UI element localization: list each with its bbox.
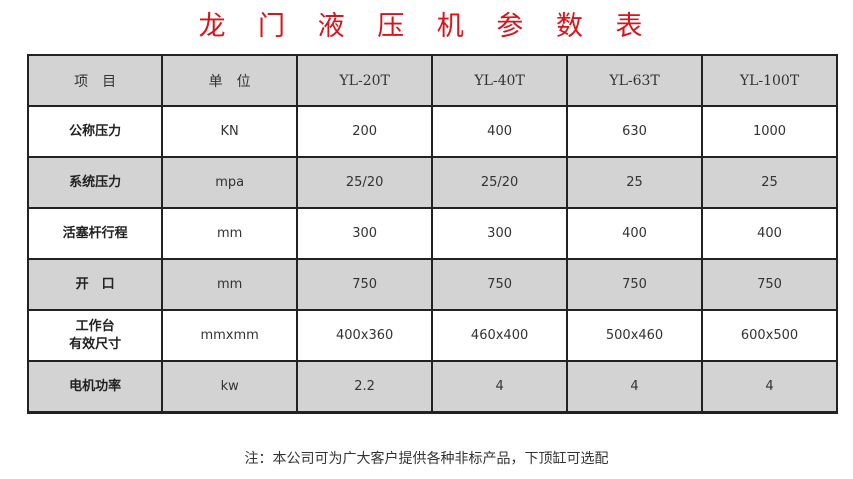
row-label-line1: 开 口 bbox=[75, 276, 115, 292]
value-cell: 300 bbox=[431, 207, 569, 260]
value-cell: 25/20 bbox=[296, 156, 434, 209]
value-cell: 630 bbox=[566, 105, 704, 158]
header-cell: 单 位 bbox=[161, 54, 299, 107]
value-cell: 4 bbox=[431, 360, 569, 414]
table-row: 电机功率 kw 2.2 4 4 4 bbox=[26, 360, 838, 414]
value-cell: 300 bbox=[296, 207, 434, 260]
value-cell: 25 bbox=[701, 156, 838, 209]
header-cell: YL-63T bbox=[566, 54, 704, 107]
value-cell: 750 bbox=[296, 258, 434, 311]
row-label: 活塞杆行程 bbox=[26, 207, 164, 260]
header-cell: 项 目 bbox=[26, 54, 164, 107]
value-cell: 400 bbox=[566, 207, 704, 260]
value-cell: 400 bbox=[701, 207, 838, 260]
table-row: 活塞杆行程 mm 300 300 400 400 bbox=[26, 207, 838, 260]
unit-cell: mmxmm bbox=[161, 309, 299, 362]
row-label-line2: 有效尺寸 bbox=[69, 336, 122, 352]
table-row: 公称压力 KN 200 400 630 1000 bbox=[26, 105, 838, 158]
row-label: 开 口 bbox=[26, 258, 164, 311]
unit-cell: kw bbox=[161, 360, 299, 414]
value-cell: 400 bbox=[431, 105, 569, 158]
unit-cell: mm bbox=[161, 207, 299, 260]
unit-cell: mpa bbox=[161, 156, 299, 209]
row-label-line1: 系统压力 bbox=[69, 174, 122, 190]
unit-cell: KN bbox=[161, 105, 299, 158]
header-cell: YL-100T bbox=[701, 54, 838, 107]
row-label: 工作台 有效尺寸 bbox=[26, 309, 164, 362]
value-cell: 4 bbox=[701, 360, 838, 414]
table-row: 开 口 mm 750 750 750 750 bbox=[26, 258, 838, 311]
row-label-line1: 公称压力 bbox=[69, 123, 122, 139]
value-cell: 460x400 bbox=[431, 309, 569, 362]
value-cell: 500x460 bbox=[566, 309, 704, 362]
value-cell: 1000 bbox=[701, 105, 838, 158]
value-cell: 750 bbox=[566, 258, 704, 311]
value-cell: 2.2 bbox=[296, 360, 434, 414]
value-cell: 200 bbox=[296, 105, 434, 158]
value-cell: 25/20 bbox=[431, 156, 569, 209]
value-cell: 750 bbox=[701, 258, 838, 311]
row-label: 系统压力 bbox=[26, 156, 164, 209]
value-cell: 750 bbox=[431, 258, 569, 311]
table-header-row: 项 目 单 位 YL-20T YL-40T YL-63T YL-100T bbox=[26, 54, 838, 107]
header-cell: YL-40T bbox=[431, 54, 569, 107]
value-cell: 600x500 bbox=[701, 309, 838, 362]
table-row: 工作台 有效尺寸 mmxmm 400x360 460x400 500x460 600x500 bbox=[26, 309, 838, 362]
footnote: 注：本公司可为广大客户提供各种非标产品，下顶缸可选配 bbox=[244, 451, 609, 467]
row-label-line1: 工作台 bbox=[75, 318, 115, 334]
value-cell: 400x360 bbox=[296, 309, 434, 362]
row-label: 电机功率 bbox=[26, 360, 164, 414]
row-label: 公称压力 bbox=[26, 105, 164, 158]
unit-cell: mm bbox=[161, 258, 299, 311]
row-label-line1: 活塞杆行程 bbox=[62, 225, 128, 241]
value-cell: 25 bbox=[566, 156, 704, 209]
table-row: 系统压力 mpa 25/20 25/20 25 25 bbox=[26, 156, 838, 209]
spec-table: 项 目 单 位 YL-20T YL-40T YL-63T YL-100T 公称压… bbox=[26, 54, 838, 414]
header-cell: YL-20T bbox=[296, 54, 434, 107]
row-label-line1: 电机功率 bbox=[69, 378, 122, 394]
value-cell: 4 bbox=[566, 360, 704, 414]
page-title: 龙 门 液 压 机 参 数 表 bbox=[198, 11, 655, 42]
